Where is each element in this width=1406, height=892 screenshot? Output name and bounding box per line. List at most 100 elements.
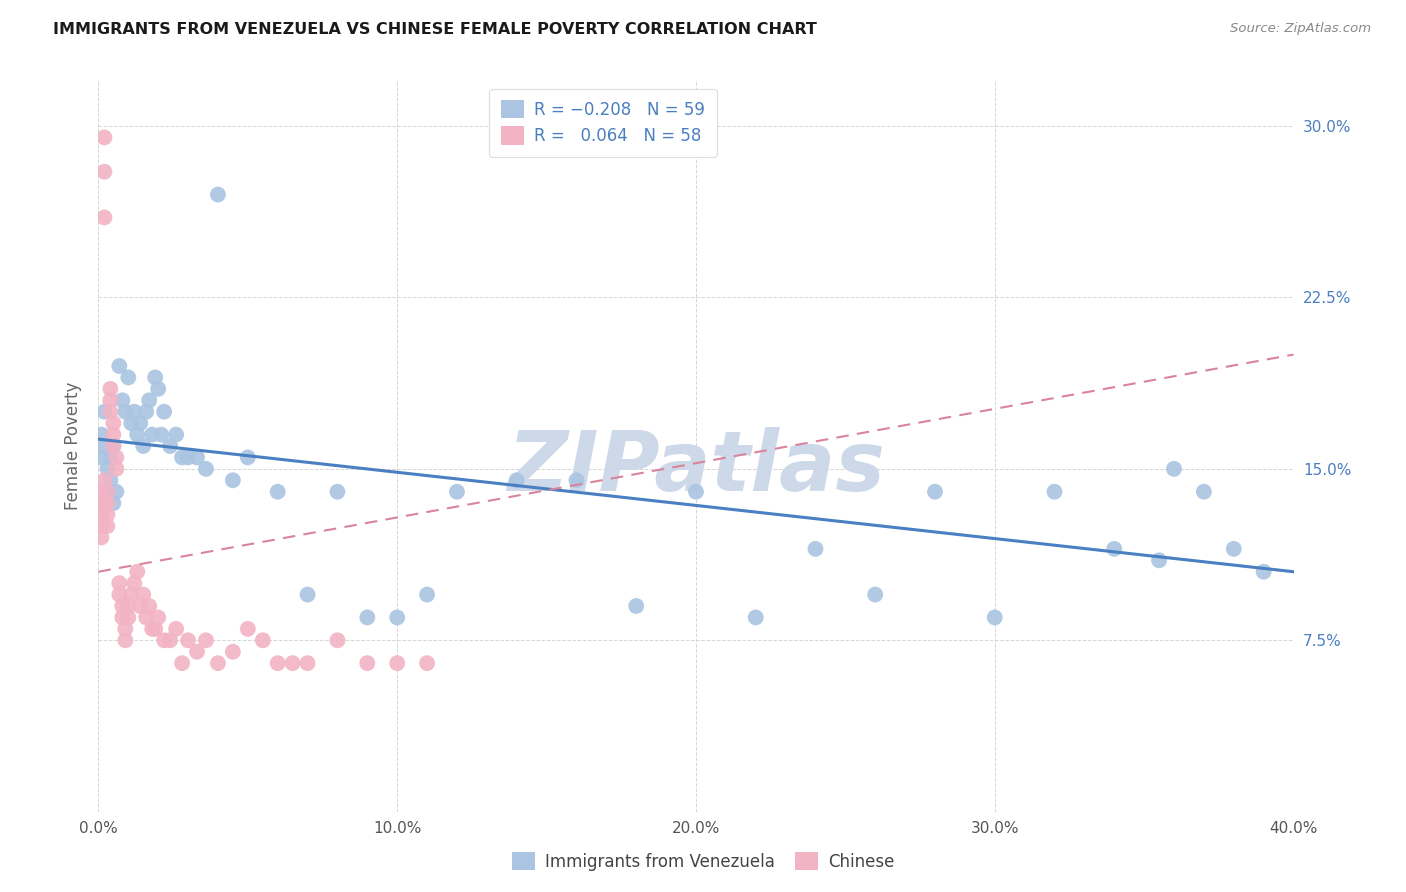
Text: IMMIGRANTS FROM VENEZUELA VS CHINESE FEMALE POVERTY CORRELATION CHART: IMMIGRANTS FROM VENEZUELA VS CHINESE FEM…: [53, 22, 817, 37]
Point: [141, 622, 163, 636]
Point: [103, 439, 125, 453]
Point: [356, 656, 378, 670]
Text: ZIPatlas: ZIPatlas: [508, 427, 884, 508]
Point: [98, 382, 122, 396]
Point: [90, 484, 112, 499]
Point: [153, 633, 176, 648]
Point: [93, 130, 115, 145]
Point: [90, 508, 112, 522]
Point: [385, 610, 409, 624]
Point: [177, 633, 200, 648]
Point: [96, 496, 118, 510]
Point: [565, 473, 588, 487]
Point: [924, 484, 946, 499]
Point: [90, 519, 112, 533]
Point: [108, 588, 131, 602]
Point: [132, 588, 155, 602]
Point: [98, 405, 122, 419]
Legend: R = −0.208   N = 59, R =   0.064   N = 58: R = −0.208 N = 59, R = 0.064 N = 58: [489, 88, 717, 157]
Point: [1223, 541, 1246, 556]
Point: [236, 450, 259, 465]
Point: [120, 588, 142, 602]
Point: [90, 427, 112, 442]
Point: [159, 633, 181, 648]
Point: [138, 393, 160, 408]
Point: [93, 405, 115, 419]
Point: [117, 599, 139, 613]
Point: [135, 610, 157, 624]
Point: [108, 359, 131, 373]
Point: [124, 576, 146, 591]
Point: [1163, 462, 1185, 476]
Point: [865, 588, 887, 602]
Y-axis label: Female Poverty: Female Poverty: [63, 382, 82, 510]
Point: [222, 473, 245, 487]
Point: [1043, 484, 1066, 499]
Point: [416, 588, 439, 602]
Text: Source: ZipAtlas.com: Source: ZipAtlas.com: [1230, 22, 1371, 36]
Point: [103, 427, 125, 442]
Point: [103, 496, 125, 510]
Point: [93, 439, 115, 453]
Point: [96, 484, 118, 499]
Point: [103, 416, 125, 430]
Point: [281, 656, 304, 670]
Point: [93, 473, 115, 487]
Point: [103, 439, 125, 453]
Point: [96, 508, 118, 522]
Point: [105, 484, 128, 499]
Point: [96, 519, 118, 533]
Point: [252, 633, 274, 648]
Point: [685, 484, 707, 499]
Point: [745, 610, 768, 624]
Point: [326, 633, 349, 648]
Legend: Immigrants from Venezuela, Chinese: Immigrants from Venezuela, Chinese: [503, 844, 903, 880]
Point: [172, 450, 194, 465]
Point: [129, 416, 152, 430]
Point: [236, 622, 259, 636]
Point: [117, 370, 139, 384]
Point: [446, 484, 468, 499]
Point: [90, 496, 112, 510]
Point: [129, 599, 152, 613]
Point: [114, 405, 136, 419]
Point: [127, 427, 149, 442]
Point: [111, 599, 134, 613]
Point: [267, 484, 290, 499]
Point: [90, 530, 112, 544]
Point: [267, 656, 290, 670]
Point: [385, 656, 409, 670]
Point: [150, 427, 173, 442]
Point: [326, 484, 349, 499]
Point: [141, 427, 163, 442]
Point: [114, 622, 136, 636]
Point: [195, 462, 218, 476]
Point: [143, 622, 166, 636]
Point: [297, 656, 319, 670]
Point: [132, 439, 155, 453]
Point: [111, 610, 134, 624]
Point: [186, 450, 208, 465]
Point: [207, 656, 229, 670]
Point: [124, 405, 146, 419]
Point: [127, 565, 149, 579]
Point: [135, 405, 157, 419]
Point: [93, 211, 115, 225]
Point: [195, 633, 218, 648]
Point: [138, 599, 160, 613]
Point: [177, 450, 200, 465]
Point: [159, 439, 181, 453]
Point: [172, 656, 194, 670]
Point: [506, 473, 529, 487]
Point: [96, 484, 118, 499]
Point: [416, 656, 439, 670]
Point: [222, 645, 245, 659]
Point: [297, 588, 319, 602]
Point: [984, 610, 1007, 624]
Point: [117, 610, 139, 624]
Point: [105, 462, 128, 476]
Point: [148, 382, 170, 396]
Point: [804, 541, 827, 556]
Point: [108, 576, 131, 591]
Point: [93, 496, 115, 510]
